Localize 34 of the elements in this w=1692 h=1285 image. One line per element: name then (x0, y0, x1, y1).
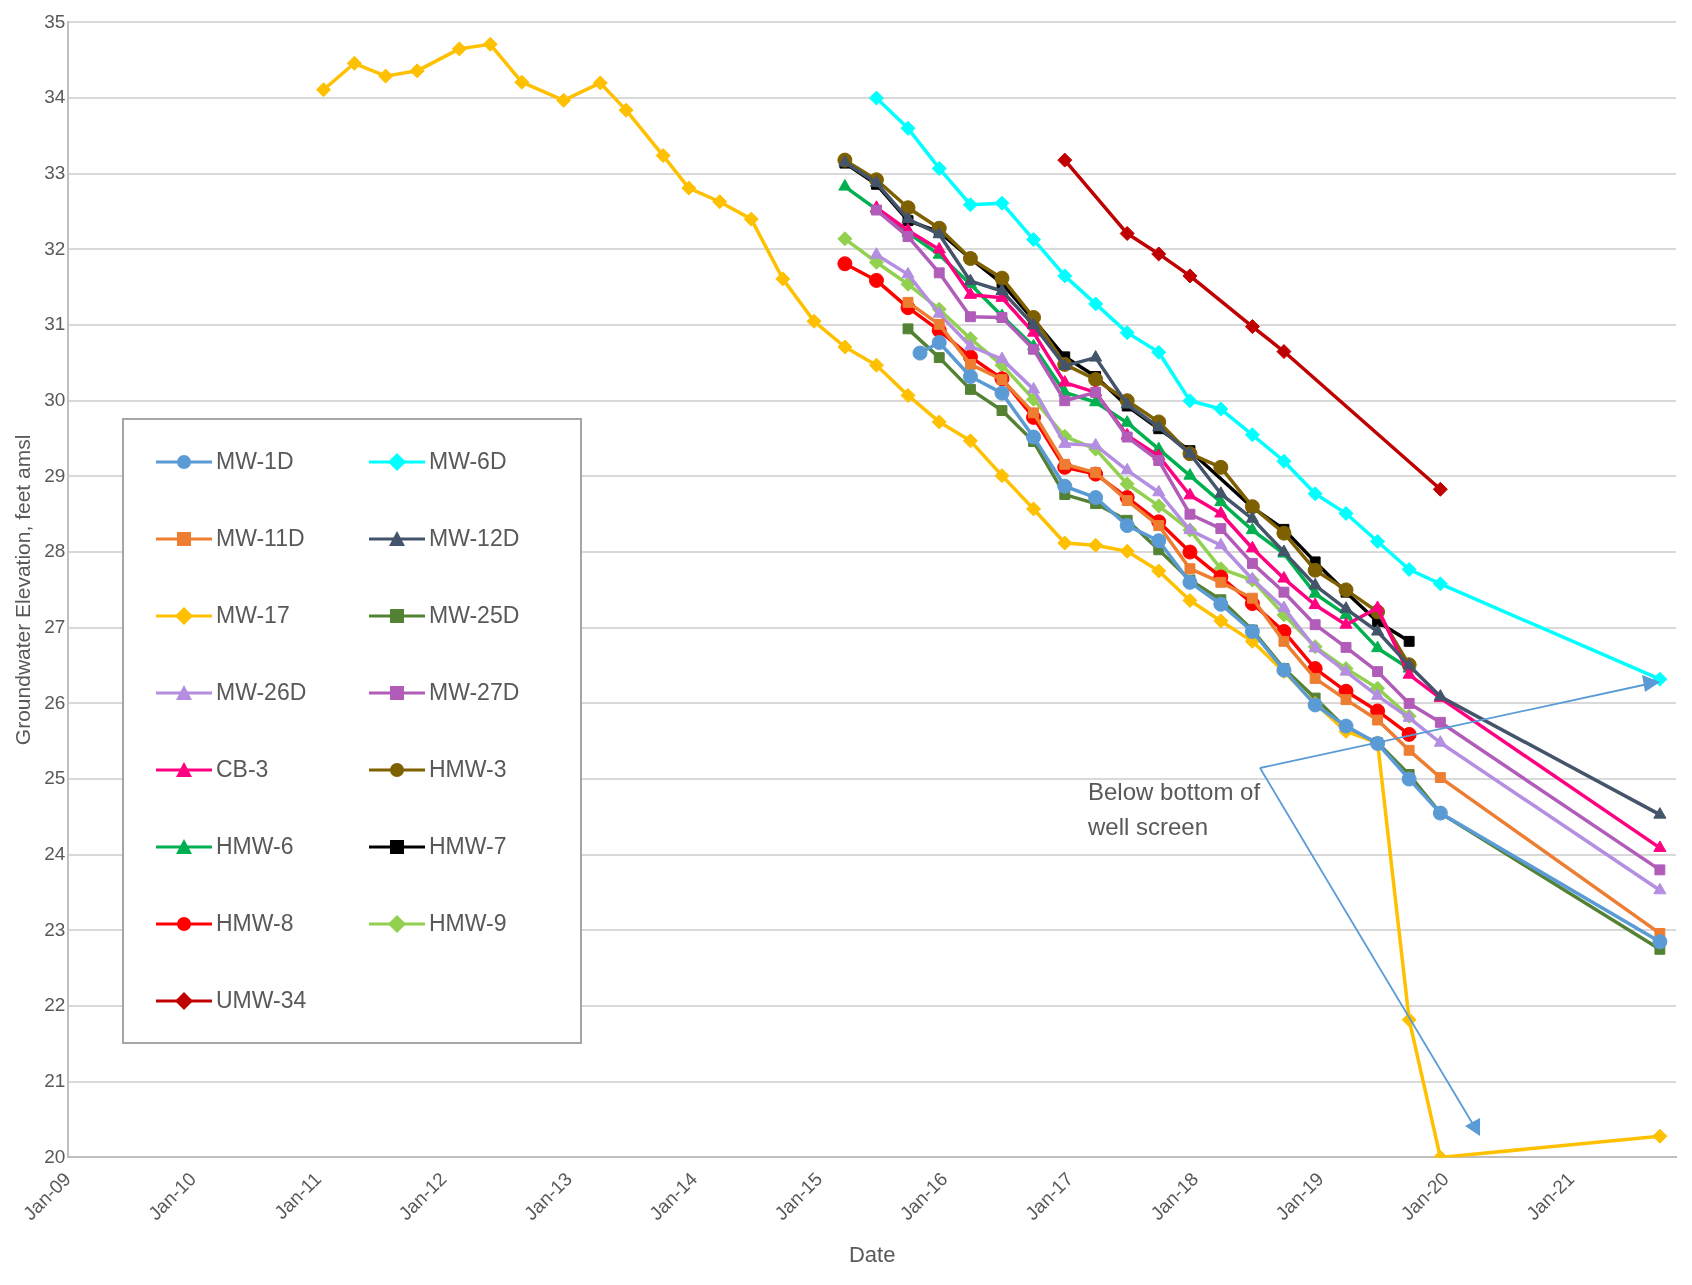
y-tick-label: 32 (44, 237, 66, 259)
x-axis-title: Date (848, 1241, 896, 1267)
legend-label: MW-26D (216, 679, 307, 706)
y-tick-label: 23 (44, 918, 66, 940)
legend-label: MW-17 (216, 602, 290, 629)
legend-label: MW-25D (429, 602, 520, 629)
y-tick-label: 31 (44, 313, 66, 335)
y-tick-label: 35 (44, 10, 66, 32)
legend-label: MW-12D (429, 525, 520, 552)
legend-label: HMW-8 (216, 910, 294, 937)
y-axis-title: Groundwater Elevation, feet amsl (11, 434, 35, 746)
y-tick-label: 34 (44, 86, 66, 108)
y-tick-label: 30 (44, 388, 66, 410)
y-tick-label: 29 (44, 464, 66, 486)
y-tick-label: 24 (44, 842, 66, 864)
y-tick-label: 20 (44, 1145, 66, 1167)
legend-label: CB-3 (216, 756, 269, 783)
y-tick-label: 21 (44, 1069, 66, 1091)
y-tick-label: 33 (44, 161, 66, 183)
y-tick-label: 28 (44, 540, 66, 562)
legend-label: HMW-6 (216, 833, 294, 860)
y-tick-label: 27 (44, 615, 66, 637)
legend-label: MW-27D (429, 679, 520, 706)
y-tick-label: 22 (44, 994, 66, 1016)
legend-label: MW-11D (216, 525, 305, 552)
y-tick-label: 26 (44, 691, 66, 713)
legend-label: HMW-9 (429, 910, 507, 937)
legend-label: HMW-3 (429, 756, 507, 783)
legend-label: HMW-7 (429, 833, 507, 860)
legend-label: MW-6D (429, 448, 507, 475)
annotation: Below bottom of well screen (1088, 777, 1262, 842)
legend-label: UMW-34 (216, 987, 307, 1014)
legend-label: MW-1D (216, 448, 294, 475)
y-tick-label: 25 (44, 767, 66, 789)
